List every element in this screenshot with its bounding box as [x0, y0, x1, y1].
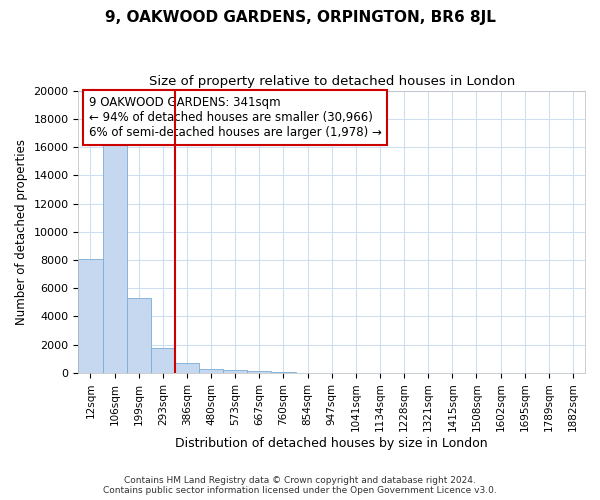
Text: 9 OAKWOOD GARDENS: 341sqm
← 94% of detached houses are smaller (30,966)
6% of se: 9 OAKWOOD GARDENS: 341sqm ← 94% of detac… — [89, 96, 382, 139]
Y-axis label: Number of detached properties: Number of detached properties — [15, 139, 28, 325]
Bar — [223, 370, 247, 373]
Bar — [199, 368, 223, 373]
Bar — [271, 372, 296, 373]
Title: Size of property relative to detached houses in London: Size of property relative to detached ho… — [149, 75, 515, 88]
Bar — [127, 298, 151, 373]
Bar — [175, 363, 199, 373]
Bar — [151, 348, 175, 373]
Bar — [79, 258, 103, 373]
Text: 9, OAKWOOD GARDENS, ORPINGTON, BR6 8JL: 9, OAKWOOD GARDENS, ORPINGTON, BR6 8JL — [104, 10, 496, 25]
X-axis label: Distribution of detached houses by size in London: Distribution of detached houses by size … — [175, 437, 488, 450]
Text: Contains HM Land Registry data © Crown copyright and database right 2024.
Contai: Contains HM Land Registry data © Crown c… — [103, 476, 497, 495]
Bar — [103, 138, 127, 373]
Bar — [247, 371, 271, 373]
